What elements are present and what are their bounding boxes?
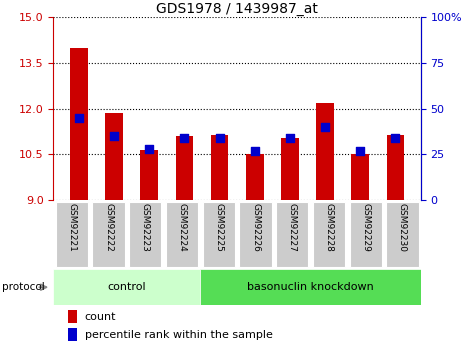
Point <box>321 124 329 130</box>
Text: count: count <box>85 312 116 322</box>
Bar <box>386 135 404 200</box>
Point <box>181 135 188 141</box>
Point <box>286 135 293 141</box>
Point <box>251 148 259 154</box>
Text: GSM92226: GSM92226 <box>251 203 260 252</box>
FancyBboxPatch shape <box>203 202 235 267</box>
Bar <box>68 328 77 341</box>
Point <box>392 135 399 141</box>
Title: GDS1978 / 1439987_at: GDS1978 / 1439987_at <box>156 2 318 16</box>
Text: basonuclin knockdown: basonuclin knockdown <box>247 282 374 292</box>
FancyBboxPatch shape <box>200 269 421 305</box>
Bar <box>211 135 228 200</box>
Bar <box>68 310 77 323</box>
Text: GSM92227: GSM92227 <box>288 203 297 252</box>
Text: GSM92221: GSM92221 <box>67 203 76 252</box>
Bar <box>316 102 334 200</box>
Bar <box>352 155 369 200</box>
FancyBboxPatch shape <box>129 202 161 267</box>
Bar <box>106 113 123 200</box>
FancyBboxPatch shape <box>350 202 382 267</box>
Point <box>146 146 153 152</box>
FancyBboxPatch shape <box>53 269 200 305</box>
FancyBboxPatch shape <box>166 202 198 267</box>
FancyBboxPatch shape <box>239 202 272 267</box>
Text: percentile rank within the sample: percentile rank within the sample <box>85 330 272 340</box>
Text: GSM92224: GSM92224 <box>178 203 186 252</box>
Point <box>75 115 83 121</box>
Text: protocol: protocol <box>2 282 45 292</box>
Bar <box>70 48 88 200</box>
Text: GSM92229: GSM92229 <box>361 203 370 252</box>
Point <box>357 148 364 154</box>
FancyBboxPatch shape <box>313 202 345 267</box>
Bar <box>140 150 158 200</box>
Text: GSM92222: GSM92222 <box>104 203 113 252</box>
Text: control: control <box>107 282 146 292</box>
Bar <box>176 136 193 200</box>
FancyBboxPatch shape <box>276 202 308 267</box>
Point <box>216 135 223 141</box>
Point <box>110 133 118 139</box>
FancyBboxPatch shape <box>56 202 88 267</box>
Bar <box>281 138 299 200</box>
FancyBboxPatch shape <box>93 202 125 267</box>
Text: GSM92223: GSM92223 <box>141 203 150 252</box>
Text: GSM92225: GSM92225 <box>214 203 223 252</box>
Bar <box>246 155 264 200</box>
FancyBboxPatch shape <box>386 202 418 267</box>
Text: GSM92228: GSM92228 <box>325 203 333 252</box>
Text: GSM92230: GSM92230 <box>398 203 407 252</box>
